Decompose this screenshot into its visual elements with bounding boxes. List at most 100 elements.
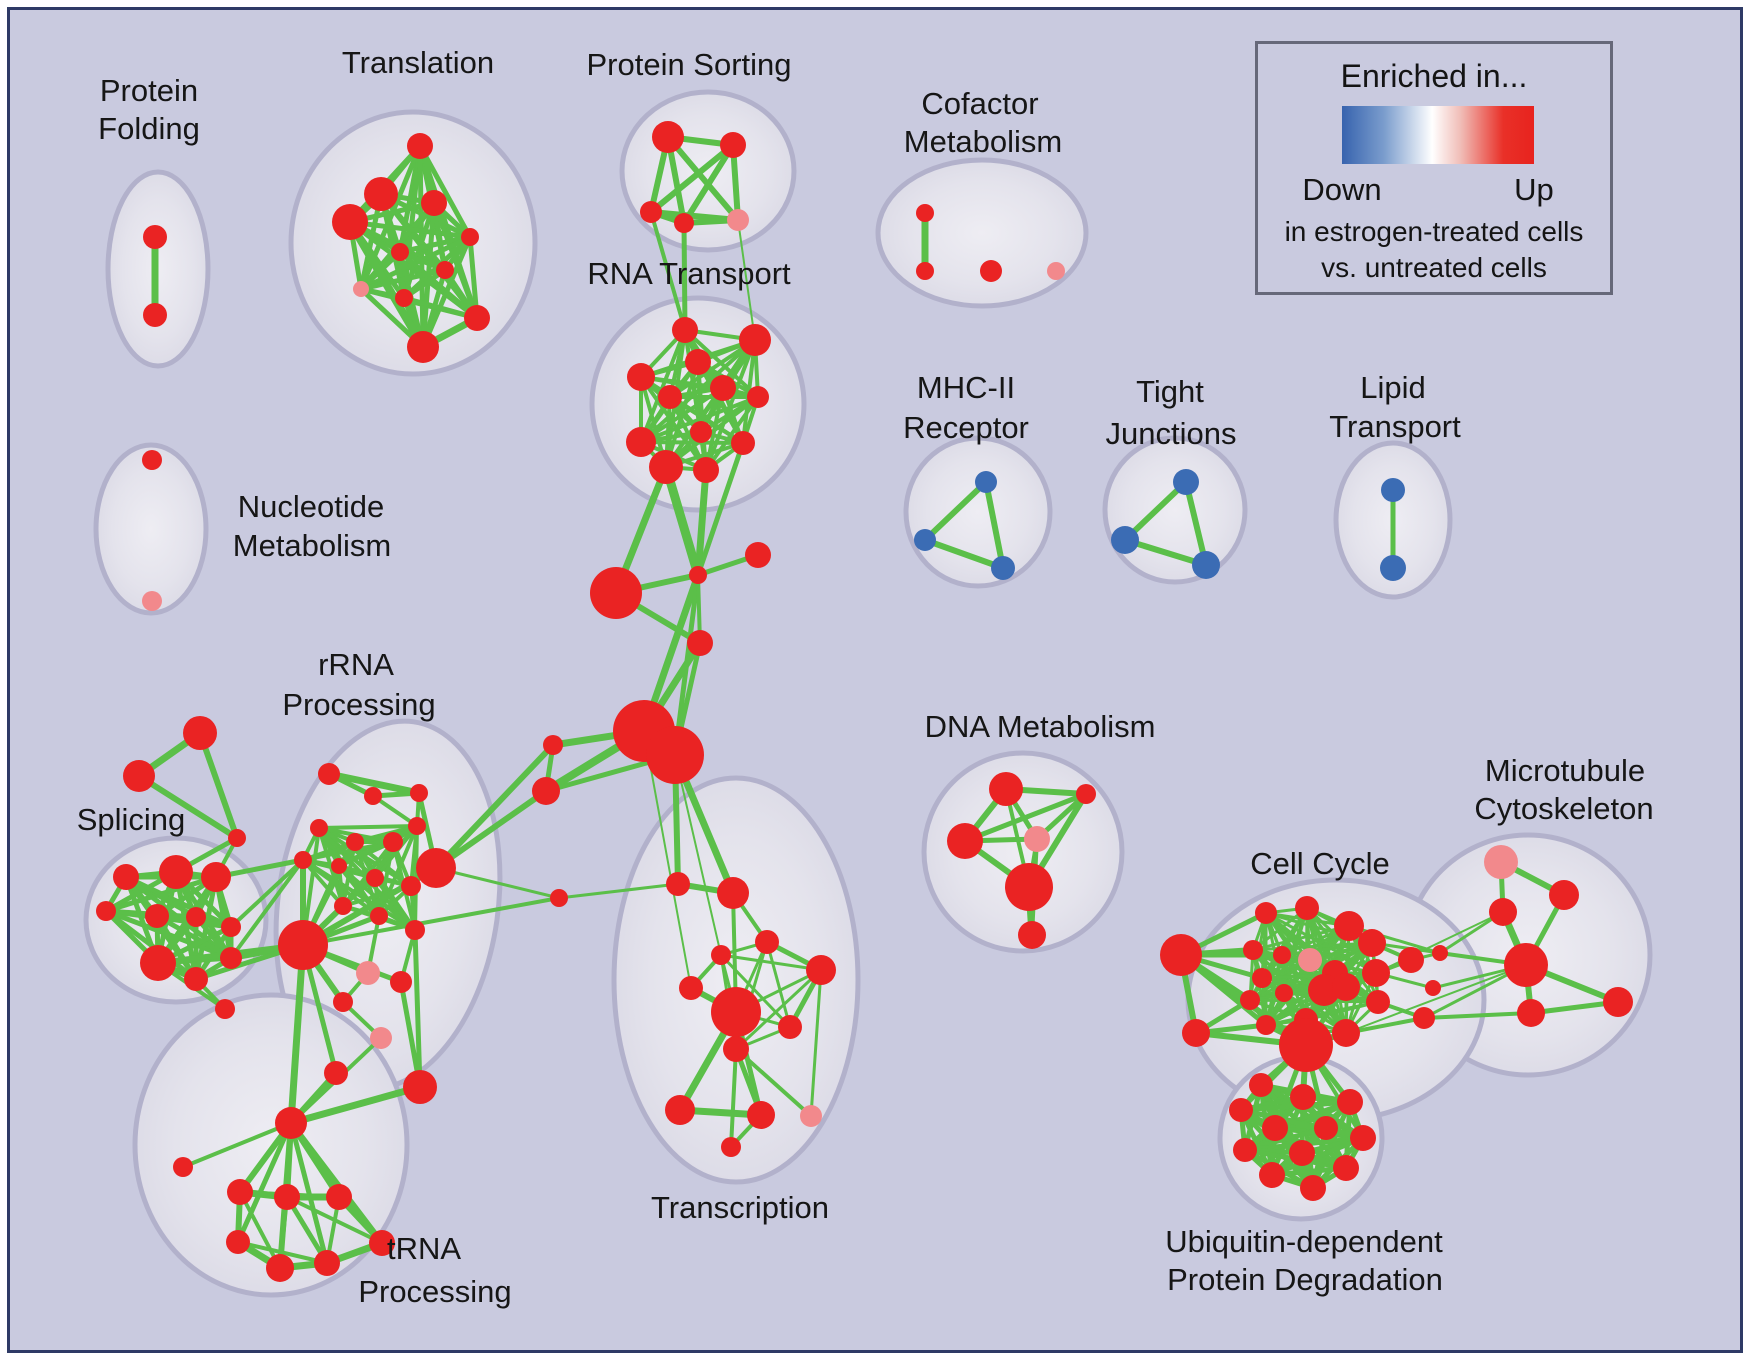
gene-set-node-lt1[interactable] — [1381, 478, 1405, 502]
gene-set-node-d17[interactable] — [370, 1027, 392, 1049]
gene-set-node-C17[interactable] — [1279, 1018, 1333, 1072]
gene-set-node-m2[interactable] — [1076, 784, 1096, 804]
gene-set-node-C4[interactable] — [1358, 929, 1386, 957]
gene-set-node-d2[interactable] — [346, 833, 364, 851]
gene-set-node-V1[interactable] — [1249, 1073, 1273, 1097]
gene-set-node-T10[interactable] — [464, 305, 490, 331]
gene-set-node-r4[interactable] — [627, 363, 655, 391]
gene-set-node-E2[interactable] — [646, 726, 704, 784]
gene-set-node-x13[interactable] — [721, 1137, 741, 1157]
gene-set-node-u3[interactable] — [326, 1184, 352, 1210]
gene-set-node-C18[interactable] — [1332, 1019, 1360, 1047]
gene-set-node-C3[interactable] — [1334, 911, 1364, 941]
gene-set-node-x1[interactable] — [666, 872, 690, 896]
gene-set-node-C5[interactable] — [1243, 940, 1263, 960]
gene-set-node-u4[interactable] — [226, 1230, 250, 1254]
gene-set-node-p4[interactable] — [674, 213, 694, 233]
gene-set-node-x12[interactable] — [800, 1105, 822, 1127]
gene-set-node-w2[interactable] — [1549, 880, 1579, 910]
gene-set-node-x9[interactable] — [723, 1036, 749, 1062]
gene-set-node-d18[interactable] — [403, 1070, 437, 1104]
gene-set-node-S4[interactable] — [201, 862, 231, 892]
gene-set-node-M1[interactable] — [975, 471, 997, 493]
gene-set-node-d10[interactable] — [278, 920, 328, 970]
gene-set-node-d13[interactable] — [405, 920, 425, 940]
gene-set-node-u7[interactable] — [369, 1230, 395, 1256]
gene-set-node-u2[interactable] — [274, 1184, 300, 1210]
gene-set-node-pf1[interactable] — [143, 225, 167, 249]
gene-set-node-S9[interactable] — [220, 947, 242, 969]
gene-set-node-m3[interactable] — [947, 823, 983, 859]
gene-set-node-S1[interactable] — [96, 901, 116, 921]
gene-set-node-r8[interactable] — [690, 421, 712, 443]
gene-set-node-s2[interactable] — [364, 787, 382, 805]
gene-set-node-J1[interactable] — [1173, 469, 1199, 495]
gene-set-node-w6[interactable] — [1603, 987, 1633, 1017]
gene-set-node-T1[interactable] — [407, 133, 433, 159]
gene-set-node-s3[interactable] — [410, 784, 428, 802]
gene-set-node-T8[interactable] — [353, 281, 369, 297]
gene-set-node-n1[interactable] — [142, 450, 162, 470]
gene-set-node-V9[interactable] — [1289, 1140, 1315, 1166]
gene-set-node-r9[interactable] — [626, 427, 656, 457]
gene-set-node-d14[interactable] — [356, 961, 380, 985]
gene-set-node-cD[interactable] — [687, 630, 713, 656]
gene-set-node-C21[interactable] — [1413, 1007, 1435, 1029]
gene-set-node-r3[interactable] — [685, 349, 711, 375]
gene-set-node-V8[interactable] — [1233, 1138, 1257, 1162]
gene-set-node-x11[interactable] — [747, 1101, 775, 1129]
gene-set-node-d7[interactable] — [331, 858, 347, 874]
gene-set-node-x6[interactable] — [679, 976, 703, 1000]
gene-set-node-d6[interactable] — [294, 851, 312, 869]
gene-set-node-c2[interactable] — [916, 262, 934, 280]
gene-set-node-cA[interactable] — [689, 566, 707, 584]
gene-set-node-V11[interactable] — [1259, 1162, 1285, 1188]
gene-set-node-m4[interactable] — [1024, 826, 1050, 852]
gene-set-node-S5[interactable] — [145, 904, 169, 928]
gene-set-node-r1[interactable] — [672, 317, 698, 343]
gene-set-node-p2[interactable] — [720, 132, 746, 158]
gene-set-node-w1[interactable] — [1484, 845, 1518, 879]
gene-set-node-V5[interactable] — [1262, 1115, 1288, 1141]
gene-set-node-C15[interactable] — [1256, 1015, 1276, 1035]
gene-set-node-x7[interactable] — [711, 987, 761, 1037]
gene-set-node-lt2[interactable] — [1380, 555, 1406, 581]
gene-set-node-p3[interactable] — [640, 201, 662, 223]
gene-set-node-T2[interactable] — [364, 177, 398, 211]
gene-set-node-T11[interactable] — [407, 331, 439, 363]
gene-set-node-d3[interactable] — [383, 832, 403, 852]
gene-set-node-x2[interactable] — [717, 877, 749, 909]
gene-set-node-L2[interactable] — [532, 777, 560, 805]
gene-set-node-q2[interactable] — [1182, 1019, 1210, 1047]
gene-set-node-w5[interactable] — [1517, 999, 1545, 1027]
gene-set-node-r12[interactable] — [693, 457, 719, 483]
gene-set-node-L5[interactable] — [550, 889, 568, 907]
gene-set-node-t0[interactable] — [275, 1107, 307, 1139]
gene-set-node-T7[interactable] — [436, 261, 454, 279]
gene-set-node-r7[interactable] — [747, 386, 769, 408]
gene-set-node-c3[interactable] — [980, 260, 1002, 282]
gene-set-node-r10[interactable] — [731, 431, 755, 455]
gene-set-node-d16[interactable] — [390, 971, 412, 993]
gene-set-node-J2[interactable] — [1111, 526, 1139, 554]
gene-set-node-S10[interactable] — [184, 967, 208, 991]
gene-set-node-S8[interactable] — [140, 945, 176, 981]
gene-set-node-d4[interactable] — [408, 817, 426, 835]
gene-set-node-p5[interactable] — [727, 209, 749, 231]
gene-set-node-T3[interactable] — [421, 190, 447, 216]
gene-set-node-s1[interactable] — [318, 763, 340, 785]
gene-set-node-d12[interactable] — [370, 907, 388, 925]
gene-set-node-S7[interactable] — [221, 917, 241, 937]
gene-set-node-cC[interactable] — [590, 567, 642, 619]
gene-set-node-S3[interactable] — [159, 855, 193, 889]
gene-set-node-q1[interactable] — [1160, 934, 1202, 976]
gene-set-node-V3[interactable] — [1337, 1089, 1363, 1115]
gene-set-node-T6[interactable] — [391, 243, 409, 261]
gene-set-node-M2[interactable] — [914, 529, 936, 551]
gene-set-node-C12[interactable] — [1308, 974, 1340, 1006]
gene-set-node-d8[interactable] — [366, 869, 384, 887]
gene-set-node-V7[interactable] — [1350, 1125, 1376, 1151]
gene-set-node-x3[interactable] — [755, 930, 779, 954]
gene-set-node-r5[interactable] — [658, 385, 682, 409]
gene-set-node-T9[interactable] — [395, 289, 413, 307]
